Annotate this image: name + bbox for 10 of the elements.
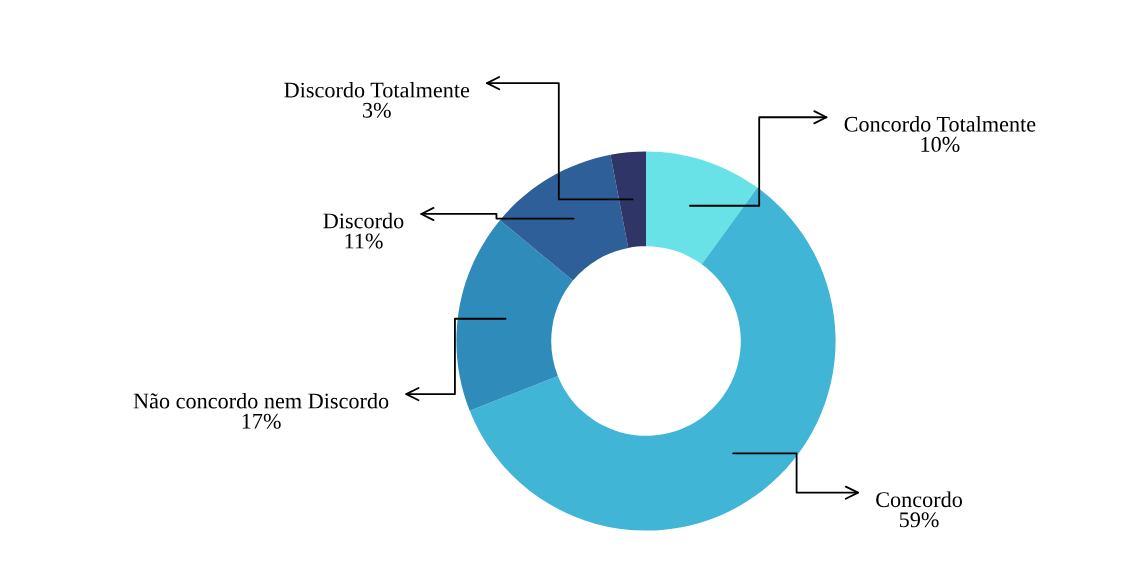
data-label: 3% [363,102,391,118]
data-label: 59% [899,512,939,528]
data-label: 17% [242,413,281,429]
slice-label: Discordo Totalmente [284,81,470,98]
slice-label: Concordo [876,491,962,508]
data-label: 10% [921,136,960,152]
slice-label: Concordo Totalmente [844,116,1036,132]
slice-label: Não concordo nem Discordo [133,392,389,409]
slice-label: Discordo [323,212,404,229]
data-label: 11% [345,233,383,249]
